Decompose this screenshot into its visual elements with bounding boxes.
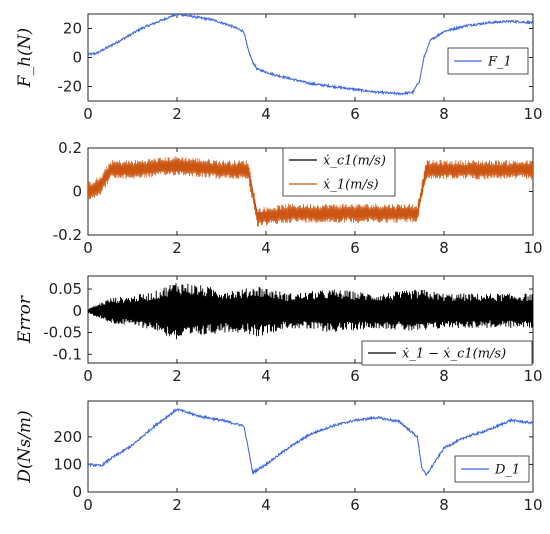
x-tick-label: 8 — [439, 367, 449, 385]
x-tick-label: 10 — [523, 496, 542, 514]
y-axis-label: Error — [15, 295, 35, 344]
y-tick-label: 0 — [72, 483, 82, 501]
y-tick-label: 100 — [53, 455, 82, 473]
series-line-1 — [88, 283, 533, 340]
y-tick-label: -0.1 — [53, 345, 82, 363]
series-line-1 — [88, 408, 533, 477]
x-tick-label: 4 — [261, 105, 271, 123]
x-tick-label: 2 — [172, 239, 182, 257]
x-tick-label: 6 — [350, 367, 360, 385]
x-tick-label: 0 — [83, 496, 93, 514]
legend-label: F_1 — [487, 55, 512, 70]
legend-label: ẋ_c1(m/s) — [323, 154, 386, 169]
y-tick-label: 0.05 — [49, 280, 82, 298]
x-tick-label: 8 — [439, 105, 449, 123]
y-tick-label: 0 — [72, 49, 82, 67]
legend-label: ẋ_1(m/s) — [323, 178, 379, 193]
x-tick-label: 4 — [261, 239, 271, 257]
x-tick-label: 10 — [523, 367, 542, 385]
y-tick-label: 0 — [72, 183, 82, 201]
legend-label: D_1 — [494, 463, 520, 478]
x-tick-label: 6 — [350, 496, 360, 514]
x-tick-label: 2 — [172, 496, 182, 514]
y-tick-label: -0.2 — [53, 226, 82, 244]
x-tick-label: 10 — [523, 105, 542, 123]
y-tick-label: 20 — [63, 20, 82, 38]
y-tick-label: -0.05 — [43, 324, 82, 342]
legend-box — [282, 147, 396, 197]
series-line-1 — [88, 14, 533, 96]
x-tick-label: 4 — [261, 496, 271, 514]
x-tick-label: 8 — [439, 239, 449, 257]
y-axis-label: F_h(N) — [15, 28, 35, 88]
x-tick-label: 6 — [350, 239, 360, 257]
y-tick-label: -20 — [58, 78, 83, 96]
y-tick-label: 0 — [72, 302, 82, 320]
x-tick-label: 0 — [83, 239, 93, 257]
x-tick-label: 10 — [523, 239, 542, 257]
y-tick-label: 0.2 — [58, 139, 82, 157]
x-tick-label: 0 — [83, 105, 93, 123]
x-tick-label: 6 — [350, 105, 360, 123]
x-tick-label: 2 — [172, 105, 182, 123]
x-tick-label: 0 — [83, 367, 93, 385]
x-tick-label: 8 — [439, 496, 449, 514]
series-line-2 — [88, 156, 533, 227]
x-tick-label: 4 — [261, 367, 271, 385]
x-tick-label: 2 — [172, 367, 182, 385]
y-tick-label: 200 — [53, 428, 82, 446]
y-axis-label: D(Ns/m) — [15, 410, 35, 483]
legend-label: ẋ_1 − ẋ_c1(m/s) — [402, 347, 506, 362]
